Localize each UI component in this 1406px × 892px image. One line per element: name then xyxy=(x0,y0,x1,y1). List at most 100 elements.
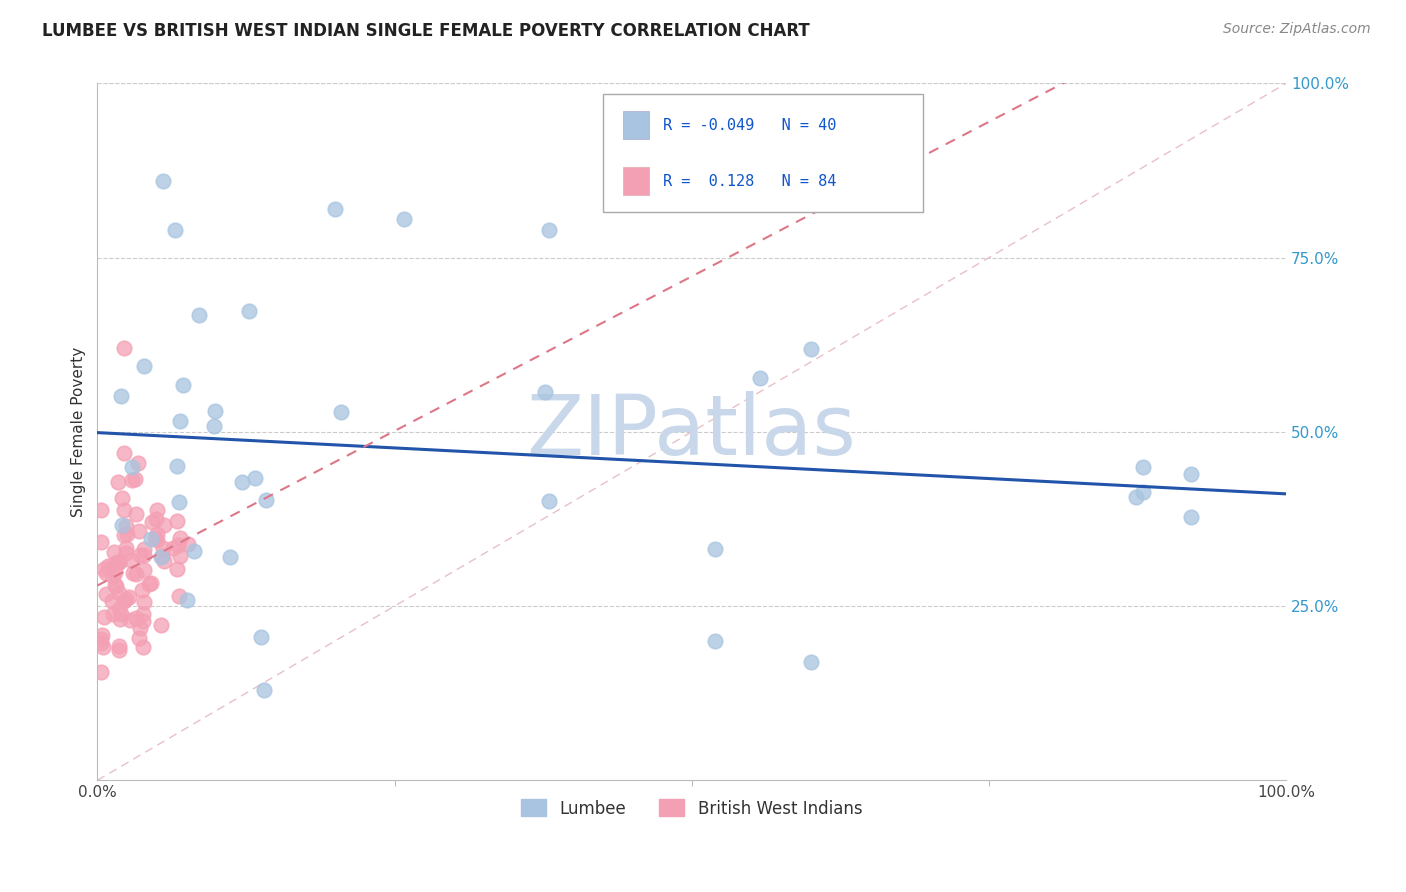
Point xyxy=(169,414,191,428)
Point xyxy=(1132,459,1154,474)
Point xyxy=(132,541,155,556)
Point xyxy=(100,593,122,607)
Point xyxy=(105,555,128,569)
Text: R = -0.049   N = 40: R = -0.049 N = 40 xyxy=(664,118,837,133)
Point xyxy=(169,531,191,545)
Point xyxy=(112,341,135,355)
Point xyxy=(231,475,253,489)
Point xyxy=(115,541,138,555)
Point xyxy=(146,503,169,517)
Point xyxy=(94,587,117,601)
Point xyxy=(120,552,142,566)
Point xyxy=(167,538,190,552)
Point xyxy=(131,607,153,621)
Point xyxy=(141,575,163,590)
Point xyxy=(124,611,146,625)
Point xyxy=(128,524,150,539)
Point xyxy=(108,643,131,657)
Point xyxy=(104,566,127,580)
Point xyxy=(183,544,205,558)
Point xyxy=(162,541,184,555)
Point xyxy=(115,546,138,560)
Point xyxy=(141,515,163,529)
Point xyxy=(238,303,260,318)
Point xyxy=(108,611,131,625)
Point xyxy=(163,223,186,237)
Point xyxy=(537,494,560,508)
Point xyxy=(90,665,112,679)
FancyBboxPatch shape xyxy=(623,167,648,195)
Point xyxy=(132,548,155,562)
Text: LUMBEE VS BRITISH WEST INDIAN SINGLE FEMALE POVERTY CORRELATION CHART: LUMBEE VS BRITISH WEST INDIAN SINGLE FEM… xyxy=(42,22,810,40)
Point xyxy=(107,555,129,569)
Point xyxy=(132,595,155,609)
Point xyxy=(1180,467,1202,481)
Point xyxy=(118,613,141,627)
Point xyxy=(104,577,127,591)
Point xyxy=(90,534,112,549)
Point xyxy=(93,610,115,624)
Point xyxy=(110,491,132,506)
Point xyxy=(323,202,346,216)
Point xyxy=(103,545,125,559)
Point xyxy=(121,459,143,474)
Point xyxy=(103,558,125,572)
Point xyxy=(167,589,190,603)
Point xyxy=(134,359,156,374)
Point xyxy=(108,586,131,600)
Point xyxy=(90,632,112,646)
Point xyxy=(177,537,200,551)
Legend: Lumbee, British West Indians: Lumbee, British West Indians xyxy=(515,793,869,824)
Point xyxy=(202,419,225,434)
Point xyxy=(107,475,129,490)
Point xyxy=(112,594,135,608)
Point xyxy=(93,562,115,576)
FancyBboxPatch shape xyxy=(623,112,648,139)
Point xyxy=(152,517,174,532)
Point xyxy=(150,549,173,563)
Point xyxy=(108,601,131,615)
Point xyxy=(128,621,150,635)
Point xyxy=(1125,490,1147,504)
Point xyxy=(166,514,188,528)
Point xyxy=(204,404,226,418)
Point xyxy=(115,591,138,606)
Y-axis label: Single Female Poverty: Single Female Poverty xyxy=(72,347,86,517)
Point xyxy=(110,389,132,403)
Point xyxy=(150,550,173,565)
Point xyxy=(143,531,166,545)
Point xyxy=(537,223,560,237)
Point xyxy=(111,518,134,533)
Point xyxy=(153,554,176,568)
Point xyxy=(138,576,160,591)
Point xyxy=(91,640,114,654)
Point xyxy=(166,562,188,576)
Point xyxy=(749,371,772,385)
Point xyxy=(219,550,242,565)
Point xyxy=(97,558,120,573)
Point xyxy=(129,548,152,562)
Point xyxy=(118,590,141,604)
Point xyxy=(145,512,167,526)
Point xyxy=(127,456,149,470)
Point xyxy=(107,555,129,569)
Point xyxy=(121,474,143,488)
Point xyxy=(329,405,352,419)
Point xyxy=(90,636,112,650)
Point xyxy=(94,566,117,580)
Point xyxy=(1132,484,1154,499)
Point xyxy=(128,632,150,646)
Point xyxy=(146,526,169,541)
Point xyxy=(101,568,124,582)
Point xyxy=(166,458,188,473)
Point xyxy=(125,567,148,582)
Text: R =  0.128   N = 84: R = 0.128 N = 84 xyxy=(664,174,837,188)
Point xyxy=(253,682,276,697)
Point xyxy=(176,593,198,607)
Point xyxy=(117,527,139,541)
Point xyxy=(152,174,174,188)
Point xyxy=(112,502,135,516)
Point xyxy=(108,639,131,653)
Point xyxy=(167,494,190,508)
Point xyxy=(90,628,112,642)
